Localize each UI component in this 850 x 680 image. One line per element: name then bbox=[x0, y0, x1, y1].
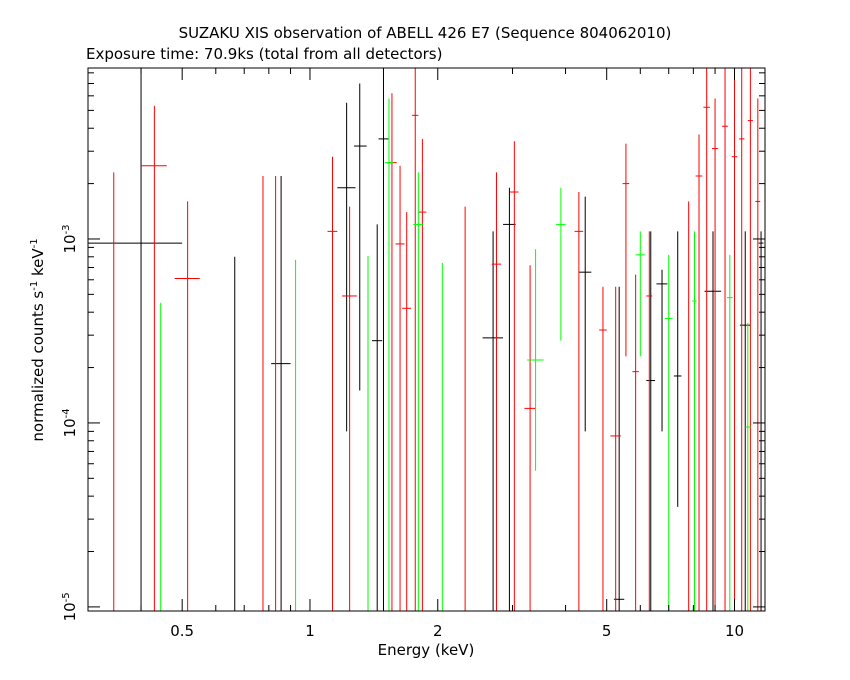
data-point bbox=[739, 68, 745, 611]
data-point bbox=[673, 231, 682, 507]
data-point bbox=[354, 83, 367, 391]
data-point bbox=[556, 187, 566, 341]
x-tick-label: 0.5 bbox=[170, 622, 194, 640]
data-point bbox=[656, 269, 668, 432]
x-tick-label: 10 bbox=[725, 622, 744, 640]
data-point bbox=[482, 231, 504, 611]
data-point bbox=[578, 196, 592, 432]
y-axis-label-sup1: -1 bbox=[29, 281, 40, 291]
data-point bbox=[692, 231, 697, 611]
data-point bbox=[695, 134, 703, 611]
data-point bbox=[337, 102, 356, 432]
data-point bbox=[726, 254, 733, 611]
y-axis-label-main: normalized counts s bbox=[29, 291, 47, 442]
data-point bbox=[141, 105, 167, 611]
x-tick-label: 1 bbox=[305, 622, 315, 640]
chart-title: SUZAKU XIS observation of ABELL 426 E7 (… bbox=[179, 24, 672, 42]
data-point bbox=[524, 265, 536, 611]
axis-ticks bbox=[87, 68, 765, 611]
x-axis-label: Energy (keV) bbox=[378, 641, 475, 659]
data-point bbox=[412, 68, 419, 611]
data-point bbox=[622, 143, 630, 357]
data-point bbox=[327, 156, 338, 611]
data-point bbox=[491, 172, 502, 611]
data-point bbox=[372, 224, 383, 611]
data-point bbox=[632, 274, 639, 611]
data-point bbox=[527, 249, 544, 471]
y-axis-label-mid: keV bbox=[29, 248, 47, 281]
data-point bbox=[635, 231, 645, 357]
data-point bbox=[664, 254, 673, 611]
data-point bbox=[646, 231, 653, 611]
data-point bbox=[646, 231, 656, 611]
data-point bbox=[395, 165, 405, 611]
data-point bbox=[610, 286, 621, 611]
data-point bbox=[704, 231, 722, 611]
axis-tick-labels: 0.5 1 2 5 10 10-5 10-4 10-3 bbox=[61, 224, 744, 640]
data-point bbox=[703, 68, 710, 611]
y-axis-label-sup2: -1 bbox=[29, 238, 40, 248]
data-point bbox=[745, 322, 751, 611]
data-marks bbox=[88, 68, 764, 611]
series-0 bbox=[88, 68, 764, 611]
data-point bbox=[378, 68, 389, 611]
data-point bbox=[711, 98, 719, 611]
data-point bbox=[418, 138, 427, 611]
y-tick-label: 10-5 bbox=[61, 592, 79, 621]
data-point bbox=[758, 231, 764, 611]
y-axis-label: normalized counts s-1 keV-1 bbox=[29, 238, 47, 441]
chart-subtitle: Exposure time: 70.9ks (total from all de… bbox=[86, 45, 442, 63]
y-tick-label: 10-4 bbox=[61, 408, 79, 437]
data-point bbox=[88, 68, 183, 611]
data-point bbox=[510, 141, 519, 611]
y-tick-label: 10-3 bbox=[61, 224, 79, 253]
data-point bbox=[413, 172, 424, 611]
data-point bbox=[747, 68, 753, 611]
data-point bbox=[722, 68, 728, 611]
plot-frame bbox=[87, 67, 766, 612]
data-point bbox=[731, 68, 738, 611]
series-1 bbox=[113, 68, 761, 611]
x-tick-label: 2 bbox=[433, 622, 443, 640]
data-point bbox=[599, 286, 607, 611]
data-point bbox=[271, 175, 291, 611]
series-2 bbox=[160, 98, 751, 611]
data-point bbox=[174, 201, 200, 611]
data-point bbox=[503, 187, 516, 611]
data-point bbox=[755, 98, 761, 611]
data-point bbox=[342, 206, 357, 611]
data-point bbox=[384, 98, 394, 611]
data-point bbox=[402, 212, 412, 611]
x-tick-label: 5 bbox=[602, 622, 612, 640]
data-point bbox=[574, 192, 584, 611]
